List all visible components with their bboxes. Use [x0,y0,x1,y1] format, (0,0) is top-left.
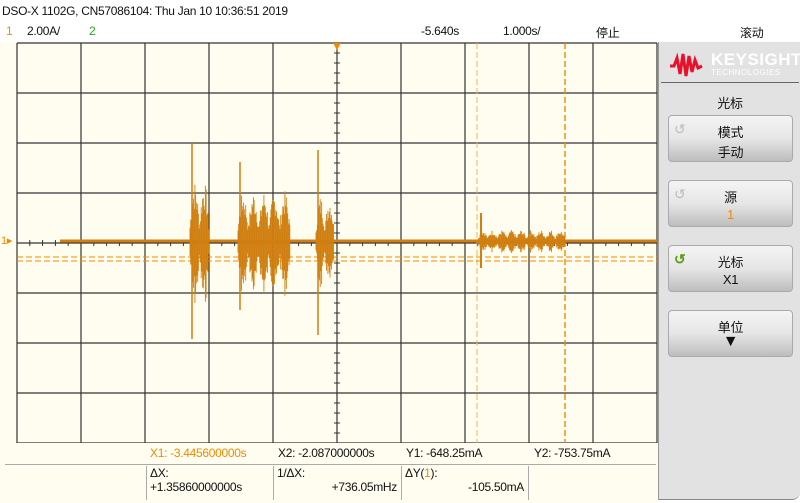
acquisition-mode: 滚动 [740,26,764,40]
units-softkey[interactable]: 单位 ▼ [668,310,793,357]
waveform-display[interactable] [0,42,658,444]
y1-readout: Y1: -648.25mA [406,446,483,460]
timebase[interactable]: 1.000s/ [503,24,541,38]
inverse-delta-x-label: 1/ΔX: [277,466,305,480]
delta-x-label: ΔX: [150,466,169,480]
x2-readout: X2: -2.087000000s [278,446,375,460]
source-softkey[interactable]: ↺ 源 1 [668,180,793,227]
divider [5,464,656,465]
rotate-knob-icon: ↺ [674,251,686,267]
delta-y-label: ΔY(1): [405,466,438,480]
cursor-readout-panel: X1: -3.445600000s X2: -2.087000000s Y1: … [0,443,658,503]
rotate-knob-icon: ↺ [674,186,686,202]
logo-subtext: TECHNOLOGIES [711,68,781,77]
delta-y-cell: ΔY(1): -105.50mA [401,466,529,500]
ch1-scale[interactable]: 2.00A/ [27,24,60,38]
horizontal-delay[interactable]: -5.640s [421,24,459,38]
softkey-panel: KEYSIGHT TECHNOLOGIES 光标 ↺ 模式 手动 ↺ 源 1 ↺ 光标 X1… [658,42,800,500]
arrow-down-icon: ▼ [722,333,739,350]
window-title: DSO-X 1102G, CN57086104: Thu Jan 10 10:3… [2,4,288,18]
mode-softkey[interactable]: ↺ 模式 手动 [668,115,793,162]
delta-x-value: +1.35860000000s [150,480,242,494]
inverse-delta-x-value: +736.05mHz [331,480,398,494]
divider [661,82,799,83]
rotate-knob-icon: ↺ [674,121,686,137]
x1-readout: X1: -3.445600000s [150,446,247,460]
delta-x-cell: ΔX: +1.35860000000s [146,466,273,500]
inverse-delta-x-cell: 1/ΔX: +736.05mHz [273,466,401,500]
graticule [16,42,658,444]
logo-text: KEYSIGHT [711,50,800,69]
keysight-wave-logo-icon [670,52,703,77]
ch2-number[interactable]: 2 [89,24,96,38]
y2-readout: Y2: -753.75mA [534,446,611,460]
run-state[interactable]: 停止 [596,26,620,40]
ch1-ground-label: 1 [1,235,7,247]
ch1-number[interactable]: 1 [6,24,13,38]
trigger-position-marker [333,43,341,50]
delta-y-value: -105.50mA [468,480,524,494]
cursor-softkey[interactable]: ↺ 光标 X1 [668,245,793,292]
menu-title: 光标 [717,96,743,111]
ch1-ground-marker[interactable]: 1▸ [1,235,13,247]
